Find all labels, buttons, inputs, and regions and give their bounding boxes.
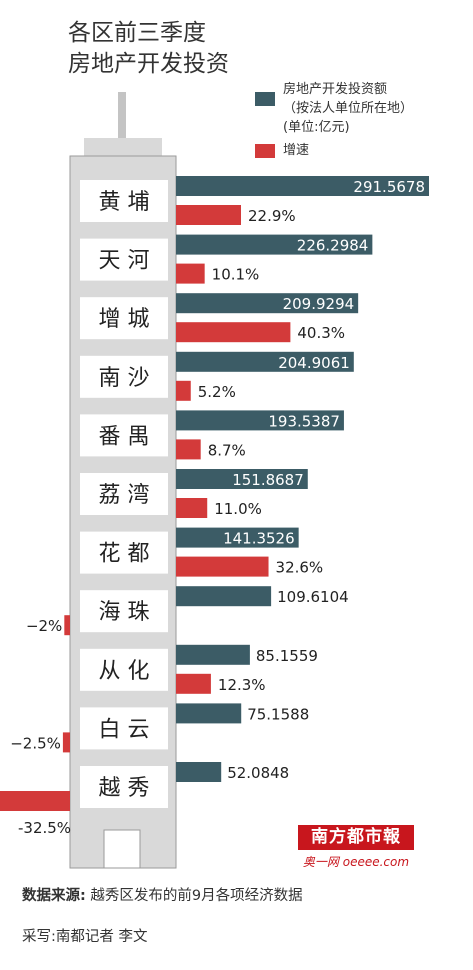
district-label-box — [80, 414, 168, 457]
district-label-box — [80, 355, 168, 398]
growth-value-label: 8.7% — [208, 441, 246, 459]
district-label: 天 河 — [99, 249, 150, 274]
investment-bar — [176, 703, 242, 724]
district-label: 增 城 — [99, 307, 150, 332]
footer-author: 采写:南都记者 李文 — [22, 929, 148, 945]
district-label-box — [80, 648, 168, 691]
investment-bar — [176, 644, 250, 665]
investment-value-label: 291.5678 — [353, 178, 425, 196]
legend: 房地产开发投资额 （按法人单位所在地） (单位:亿元) 增速 — [255, 80, 413, 160]
growth-value-label: -32.5% — [18, 819, 71, 837]
growth-value-label: −2.5% — [10, 734, 61, 752]
footer-source: 数据来源: 越秀区发布的前9月各项经济数据 — [22, 884, 303, 905]
source-label: 数据来源: — [22, 888, 86, 904]
investment-value-label: 109.6104 — [277, 588, 349, 606]
growth-bar — [176, 205, 241, 225]
chart-title: 各区前三季度 房地产开发投资 — [68, 18, 229, 80]
investment-value-label: 209.9294 — [283, 295, 355, 313]
district-label: 荔 湾 — [99, 483, 150, 508]
district-label: 番 禺 — [99, 424, 150, 449]
district-label: 越 秀 — [99, 776, 150, 801]
investment-value-label: 141.3526 — [223, 530, 295, 548]
growth-value-label: 10.1% — [212, 266, 260, 284]
district-label-box — [80, 238, 168, 281]
investment-bar — [176, 469, 308, 489]
growth-bar — [176, 556, 269, 577]
investment-bar — [176, 586, 272, 607]
legend-label-investment-2: （按法人单位所在地） — [283, 101, 414, 116]
district-label: 花 都 — [99, 542, 150, 567]
title-line-2: 房地产开发投资 — [68, 51, 229, 77]
district-label: 黄 埔 — [99, 190, 150, 215]
legend-swatch-investment — [255, 92, 275, 106]
legend-swatch-growth — [255, 144, 275, 158]
investment-value-label: 226.2984 — [297, 237, 369, 255]
brand-name: 南方都市報 — [298, 825, 414, 850]
district-label-box — [80, 707, 168, 750]
building-antenna — [118, 92, 126, 140]
investment-bar — [176, 410, 344, 431]
investment-bar — [176, 527, 299, 548]
growth-bar — [176, 498, 208, 518]
growth-bar — [176, 673, 211, 694]
district-label-box — [80, 297, 168, 340]
district-label: 南 沙 — [99, 366, 150, 391]
growth-bar — [176, 322, 291, 343]
brand-site: 奥一网 oeeee.com — [302, 855, 410, 869]
investment-value-label: 151.8687 — [232, 471, 304, 489]
district-label: 海 珠 — [99, 600, 150, 625]
district-label-box — [80, 473, 168, 515]
chart-canvas: 黄 埔 291.5678 22.9% 天 河 226.2984 10.1% 增 城 209.9… — [0, 92, 429, 869]
legend-item-growth: 增速 — [255, 141, 413, 160]
district-label-box — [80, 590, 168, 633]
source-text: 越秀区发布的前9月各项经济数据 — [90, 888, 303, 904]
growth-bar — [64, 615, 70, 636]
investment-bar — [176, 762, 222, 782]
growth-value-label: 11.0% — [214, 500, 262, 518]
investment-value-label: 193.5387 — [268, 412, 340, 430]
building-roof — [84, 138, 162, 158]
growth-bar — [176, 439, 201, 460]
legend-item-investment: 房地产开发投资额 （按法人单位所在地） (单位:亿元) — [255, 80, 413, 137]
investment-bar — [176, 234, 373, 255]
legend-label-unit: (单位:亿元) — [283, 120, 350, 135]
investment-value-label: 204.9061 — [278, 354, 350, 372]
investment-value-label: 75.1588 — [247, 705, 309, 723]
growth-value-label: −2% — [26, 617, 62, 635]
investment-bar — [176, 351, 354, 372]
investment-value-label: 85.1559 — [256, 647, 318, 665]
investment-bar — [176, 293, 359, 314]
district-label-box — [80, 531, 168, 574]
growth-value-label: 12.3% — [218, 676, 266, 694]
building-door — [103, 829, 141, 869]
newspaper-logo: 南方都市報 奥一网 oeeee.com — [298, 825, 414, 870]
growth-bar — [176, 263, 205, 284]
district-label-box — [80, 766, 168, 808]
district-label: 白 云 — [99, 717, 150, 742]
legend-label-growth: 增速 — [283, 143, 310, 158]
growth-bar — [0, 791, 70, 811]
legend-label-investment-1: 房地产开发投资额 — [283, 82, 388, 97]
district-label: 从 化 — [99, 659, 150, 684]
investment-value-label: 52.0848 — [227, 764, 289, 782]
growth-value-label: 5.2% — [198, 383, 236, 401]
investment-bar — [176, 176, 429, 196]
growth-value-label: 32.6% — [276, 559, 324, 577]
title-line-1: 各区前三季度 — [68, 20, 206, 46]
growth-value-label: 40.3% — [297, 324, 345, 342]
growth-bar — [62, 732, 70, 753]
growth-value-label: 22.9% — [248, 207, 296, 225]
district-label-box — [80, 180, 168, 222]
growth-bar — [176, 380, 191, 401]
